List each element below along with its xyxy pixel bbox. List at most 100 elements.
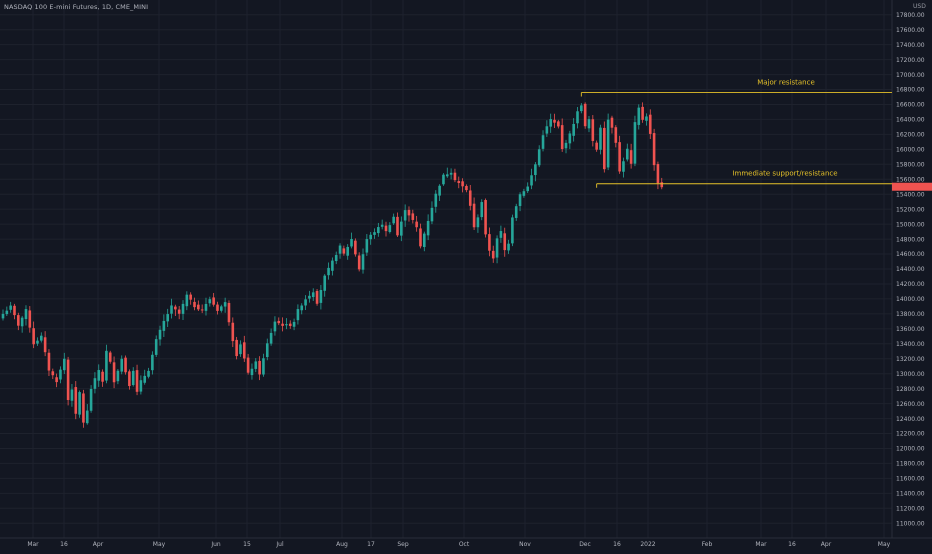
- candle-body: [319, 290, 323, 303]
- candle-body: [231, 322, 235, 342]
- candle-body: [32, 328, 35, 345]
- candle-body: [177, 309, 181, 314]
- candle-body: [369, 234, 372, 240]
- candle-body: [583, 103, 587, 127]
- candle-body: [434, 193, 438, 207]
- candle-body: [292, 321, 296, 327]
- candle-body: [78, 392, 81, 415]
- candle-body: [24, 309, 28, 320]
- candle-body: [269, 332, 273, 344]
- x-tick-label: Dec: [579, 541, 591, 548]
- candle-body: [204, 303, 208, 311]
- candle-body: [139, 380, 143, 392]
- y-tick-label: 16400.00: [896, 117, 925, 124]
- candle-body: [262, 358, 265, 375]
- candle-body: [415, 221, 418, 228]
- candle-body: [354, 240, 357, 255]
- y-tick-label: 13400.00: [896, 341, 925, 348]
- candle-body: [250, 368, 254, 376]
- candle-body: [174, 306, 177, 310]
- candle-body: [197, 304, 200, 310]
- candle-body: [373, 232, 376, 235]
- candle-body: [426, 220, 430, 236]
- candle-body: [277, 320, 281, 324]
- candle-body: [246, 357, 250, 373]
- candle-body: [629, 150, 633, 164]
- candle-body: [227, 303, 231, 323]
- candle-body: [419, 228, 422, 247]
- candle-body: [74, 387, 78, 414]
- y-tick-label: 15600.00: [896, 176, 925, 183]
- y-tick-label: 16000.00: [896, 147, 925, 154]
- y-tick-label: 11600.00: [896, 476, 925, 483]
- candle-body: [384, 225, 388, 232]
- candle-body: [112, 362, 116, 383]
- candle-body: [135, 370, 139, 392]
- candle-body: [484, 200, 487, 235]
- candle-body: [511, 217, 514, 244]
- candle-body: [120, 358, 124, 372]
- y-tick-label: 16800.00: [896, 87, 925, 94]
- candle-body: [265, 343, 269, 358]
- annotation-label: Major resistance: [757, 79, 815, 87]
- candle-body: [220, 306, 223, 311]
- candle-body: [465, 185, 468, 191]
- y-tick-label: 12200.00: [896, 431, 925, 438]
- candle-body: [166, 314, 169, 322]
- candle-body: [507, 243, 510, 251]
- candle-body: [411, 213, 415, 220]
- candle-body: [281, 323, 284, 326]
- candle-body: [591, 119, 595, 141]
- candle-body: [308, 295, 311, 299]
- candle-body: [147, 370, 150, 377]
- candle-body: [185, 294, 189, 307]
- candle-body: [170, 305, 173, 314]
- candle-body: [13, 305, 16, 316]
- y-tick-label: 14600.00: [896, 251, 925, 258]
- candle-body: [327, 267, 330, 276]
- y-tick-label: 13600.00: [896, 326, 925, 333]
- y-tick-label: 14400.00: [896, 266, 925, 273]
- annotation-label: Immediate support/resistance: [732, 170, 837, 178]
- candle-body: [47, 352, 51, 371]
- candle-body: [645, 116, 648, 121]
- candle-body: [342, 248, 346, 254]
- candle-body: [622, 161, 625, 172]
- candle-body: [59, 369, 62, 380]
- candle-body: [235, 339, 238, 357]
- y-tick-label: 17600.00: [896, 27, 925, 34]
- y-tick-label: 13200.00: [896, 356, 925, 363]
- candle-body: [350, 239, 353, 247]
- y-tick-label: 14800.00: [896, 236, 925, 243]
- candle-body: [9, 305, 12, 310]
- candle-body: [17, 315, 20, 326]
- y-tick-label: 17800.00: [896, 12, 925, 19]
- y-tick-label: 17000.00: [896, 72, 925, 79]
- candle-body: [518, 194, 522, 207]
- y-tick-label: 12800.00: [896, 386, 925, 393]
- currency-label: USD: [913, 3, 926, 10]
- candle-body: [338, 245, 342, 254]
- candle-body: [93, 378, 97, 389]
- candle-body: [5, 310, 9, 315]
- x-tick-label: 16: [788, 541, 796, 548]
- y-tick-label: 15400.00: [896, 191, 925, 198]
- candle-body: [62, 358, 66, 371]
- candle-body: [70, 389, 74, 401]
- candle-body: [380, 224, 384, 227]
- candle-body: [97, 370, 101, 381]
- y-tick-label: 12600.00: [896, 401, 925, 408]
- y-tick-label: 15800.00: [896, 162, 925, 169]
- candle-body: [534, 164, 537, 176]
- candle-body: [131, 370, 135, 385]
- candle-body: [603, 127, 606, 170]
- candle-body: [526, 186, 530, 192]
- candle-body: [162, 320, 166, 331]
- candle-body: [200, 309, 204, 311]
- candle-body: [660, 182, 664, 188]
- candle-body: [89, 388, 93, 411]
- candle-body: [331, 260, 334, 271]
- x-tick-label: Sep: [397, 541, 409, 548]
